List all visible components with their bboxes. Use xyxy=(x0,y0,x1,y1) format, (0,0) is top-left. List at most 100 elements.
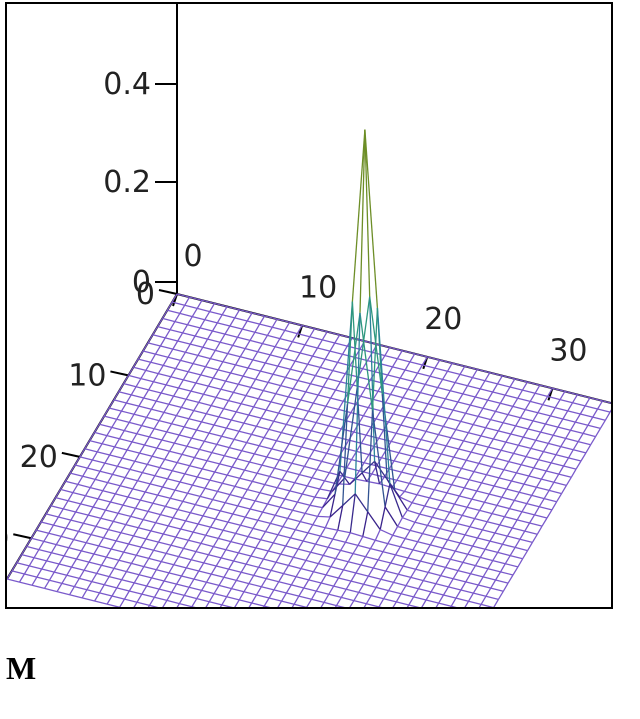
mesh-segment xyxy=(317,347,331,352)
mesh-segment xyxy=(533,506,540,516)
mesh-segment xyxy=(423,458,437,463)
mesh-segment xyxy=(434,489,448,494)
mesh-segment xyxy=(280,377,287,386)
mesh-segment xyxy=(168,442,175,452)
mesh-segment xyxy=(134,582,147,587)
mesh-segment xyxy=(364,129,379,308)
mesh-segment xyxy=(274,506,281,516)
mesh-segment xyxy=(294,521,301,531)
mesh-segment xyxy=(148,549,155,559)
mesh-segment xyxy=(170,544,184,550)
mesh-segment xyxy=(319,488,333,493)
mesh-segment xyxy=(341,596,355,602)
mesh-segment xyxy=(220,557,234,562)
mesh-segment xyxy=(250,386,264,392)
mesh-segment xyxy=(200,366,207,376)
mesh-segment xyxy=(497,590,504,600)
mesh-segment xyxy=(188,410,195,420)
mesh-segment xyxy=(500,402,513,408)
mesh-segment xyxy=(170,536,177,546)
mesh-segment xyxy=(291,454,298,464)
mesh-segment xyxy=(222,314,235,319)
mesh-segment xyxy=(185,390,192,400)
mesh-segment xyxy=(189,504,196,514)
mesh-segment xyxy=(254,331,268,337)
mesh-segment xyxy=(308,410,322,416)
mesh-segment xyxy=(145,369,159,375)
mesh-segment xyxy=(82,475,96,481)
mesh-segment xyxy=(421,608,434,609)
mesh-segment xyxy=(474,517,488,523)
mesh-segment xyxy=(252,351,259,361)
mesh-segment xyxy=(481,521,488,531)
mesh-segment xyxy=(176,575,183,585)
mesh-segment xyxy=(392,573,399,583)
mesh-segment xyxy=(179,473,186,483)
mesh-segment xyxy=(183,426,197,431)
mesh-segment xyxy=(412,549,426,554)
mesh-segment xyxy=(321,582,334,587)
mesh-segment xyxy=(182,492,189,502)
mesh-segment xyxy=(249,500,256,510)
mesh-segment xyxy=(237,505,251,510)
mesh-segment xyxy=(112,473,126,479)
mesh-segment xyxy=(217,529,224,539)
mesh-segment xyxy=(196,421,203,431)
mesh-segment xyxy=(41,568,55,573)
mesh-segment xyxy=(529,392,536,402)
mesh-segment xyxy=(168,525,181,530)
mesh-segment xyxy=(334,605,338,607)
mesh-segment xyxy=(499,524,513,529)
mesh-segment xyxy=(459,495,473,500)
mesh-segment xyxy=(498,477,512,482)
mesh-segment xyxy=(173,556,180,566)
mesh-segment xyxy=(120,402,127,412)
mesh-segment xyxy=(526,502,540,508)
mesh-segment xyxy=(146,416,160,422)
mesh-segment xyxy=(74,585,88,591)
mesh-segment xyxy=(484,540,491,550)
mesh-segment xyxy=(125,523,139,529)
mesh-segment xyxy=(440,406,454,411)
mesh-segment xyxy=(417,541,431,546)
mesh-segment xyxy=(427,403,441,408)
mesh-segment xyxy=(87,506,94,516)
mesh-segment xyxy=(572,441,579,451)
mesh-segment xyxy=(210,526,224,531)
mesh-segment xyxy=(471,498,485,503)
mesh-segment xyxy=(87,467,101,472)
mesh-segment xyxy=(419,513,433,518)
mesh-segment xyxy=(65,527,79,533)
mesh-segment xyxy=(187,492,201,498)
mesh-segment xyxy=(154,596,168,602)
mesh-segment xyxy=(360,434,367,444)
mesh-segment xyxy=(325,527,338,531)
mesh-segment xyxy=(281,600,295,605)
mesh-segment xyxy=(387,374,401,379)
mesh-segment xyxy=(554,399,561,409)
mesh-segment xyxy=(80,542,87,552)
mesh-segment xyxy=(384,354,398,360)
mesh-segment xyxy=(208,424,215,434)
mesh-segment xyxy=(299,473,313,479)
mesh-segment xyxy=(67,500,81,505)
mesh-segment xyxy=(138,405,152,410)
mesh-segment xyxy=(152,373,159,383)
mesh-segment xyxy=(568,457,582,462)
mesh-segment xyxy=(50,497,57,507)
mesh-segment xyxy=(355,564,362,574)
mesh-segment xyxy=(223,568,230,578)
mesh-segment xyxy=(398,573,411,579)
mesh-segment xyxy=(420,431,427,440)
mesh-segment xyxy=(448,456,455,466)
mesh-segment xyxy=(245,387,252,396)
mesh-segment xyxy=(252,480,265,486)
mesh-segment xyxy=(224,333,238,338)
mesh-segment xyxy=(193,449,200,458)
mesh-segment xyxy=(124,469,131,478)
mesh-segment xyxy=(294,474,301,484)
mesh-segment xyxy=(580,413,593,418)
mesh-segment xyxy=(323,554,336,560)
mesh-segment xyxy=(451,484,465,489)
mesh-segment xyxy=(197,346,204,356)
